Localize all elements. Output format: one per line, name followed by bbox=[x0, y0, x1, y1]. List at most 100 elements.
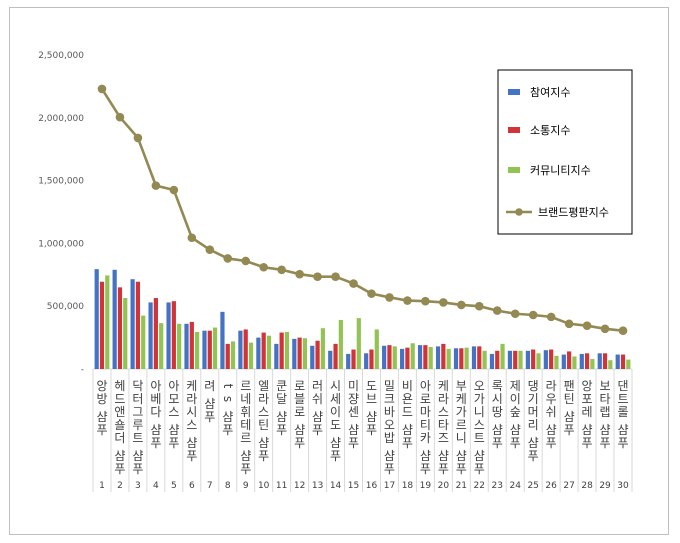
bar bbox=[256, 337, 261, 369]
bar bbox=[261, 332, 266, 369]
svg-text:푸: 푸 bbox=[186, 449, 197, 463]
svg-text:샴: 샴 bbox=[222, 410, 233, 424]
svg-text:브랜드평판지수: 브랜드평판지수 bbox=[538, 206, 609, 219]
bar bbox=[615, 354, 620, 369]
legend-item: 소통지수 bbox=[508, 124, 570, 137]
category-index: 18 bbox=[402, 481, 414, 491]
line-point bbox=[169, 185, 179, 195]
bar bbox=[333, 343, 338, 369]
svg-text:팬: 팬 bbox=[564, 379, 575, 393]
bar bbox=[135, 281, 141, 369]
svg-text:푸: 푸 bbox=[348, 436, 359, 450]
svg-text:비: 비 bbox=[402, 379, 413, 393]
bar bbox=[446, 348, 451, 369]
bar bbox=[572, 356, 577, 369]
bar bbox=[417, 345, 423, 369]
line-series bbox=[97, 84, 628, 335]
svg-text:카: 카 bbox=[420, 431, 431, 445]
svg-text:롤: 롤 bbox=[617, 405, 628, 419]
bar bbox=[297, 337, 302, 369]
category-index: 16 bbox=[366, 481, 378, 491]
svg-text:보: 보 bbox=[600, 379, 611, 393]
svg-text:t: t bbox=[221, 384, 235, 389]
line-point bbox=[295, 269, 304, 279]
line-point bbox=[492, 306, 502, 315]
svg-text:시: 시 bbox=[186, 405, 197, 419]
bar bbox=[356, 318, 361, 369]
category-index: 2 bbox=[117, 481, 123, 491]
svg-text:샴: 샴 bbox=[312, 410, 323, 424]
svg-text:샴: 샴 bbox=[348, 423, 359, 437]
category-index: 20 bbox=[438, 481, 450, 491]
bar bbox=[184, 323, 189, 369]
bar bbox=[243, 329, 248, 369]
svg-text:스: 스 bbox=[438, 405, 449, 419]
category-index: 15 bbox=[348, 481, 359, 491]
svg-text:달: 달 bbox=[276, 392, 287, 406]
legend-box bbox=[497, 69, 633, 235]
svg-text:아: 아 bbox=[420, 379, 431, 393]
bar bbox=[351, 349, 356, 369]
svg-text:푸: 푸 bbox=[582, 436, 593, 450]
svg-text:닥: 닥 bbox=[132, 379, 143, 393]
svg-text:푸: 푸 bbox=[617, 436, 628, 450]
line-point bbox=[205, 245, 215, 254]
legend-swatch bbox=[508, 167, 520, 173]
svg-text:소통지수: 소통지수 bbox=[530, 124, 570, 137]
svg-text:네: 네 bbox=[240, 392, 251, 406]
svg-text:푸: 푸 bbox=[402, 436, 413, 450]
svg-text:쟝: 쟝 bbox=[348, 392, 359, 406]
svg-text:푸: 푸 bbox=[528, 449, 539, 463]
svg-text:센: 센 bbox=[348, 405, 359, 419]
svg-text:트: 트 bbox=[617, 392, 628, 406]
svg-text:라: 라 bbox=[438, 392, 449, 406]
bar bbox=[500, 343, 505, 369]
category-index: 1 bbox=[99, 481, 105, 491]
line-point bbox=[439, 298, 448, 307]
bar bbox=[177, 323, 182, 369]
category-label: t s 샴푸 bbox=[221, 384, 235, 437]
svg-text:세: 세 bbox=[330, 392, 341, 406]
svg-text:푸: 푸 bbox=[438, 462, 449, 476]
svg-text:터: 터 bbox=[132, 392, 143, 406]
line-point bbox=[313, 272, 322, 281]
svg-text:르: 르 bbox=[240, 431, 251, 445]
bar bbox=[441, 343, 446, 369]
bar bbox=[292, 338, 297, 369]
svg-text:앙: 앙 bbox=[96, 379, 107, 393]
line-point bbox=[546, 312, 556, 322]
svg-text:스: 스 bbox=[186, 418, 197, 432]
svg-text:푸: 푸 bbox=[564, 423, 575, 437]
svg-text:s: s bbox=[221, 396, 235, 402]
bar bbox=[525, 350, 530, 369]
svg-text:드: 드 bbox=[114, 392, 125, 406]
line-point bbox=[403, 296, 412, 305]
category-index: 5 bbox=[171, 481, 177, 491]
bar bbox=[364, 353, 369, 369]
y-tick-label: 1,500,000 bbox=[38, 177, 84, 187]
svg-text:푸: 푸 bbox=[366, 423, 377, 437]
svg-text:샴: 샴 bbox=[204, 397, 215, 411]
svg-text:트: 트 bbox=[474, 431, 485, 445]
svg-text:샴: 샴 bbox=[150, 423, 161, 437]
svg-text:루: 루 bbox=[132, 418, 143, 432]
svg-text:푸: 푸 bbox=[420, 462, 431, 476]
svg-text:휘: 휘 bbox=[240, 405, 251, 419]
svg-text:샴: 샴 bbox=[402, 423, 413, 437]
axes: 2,500,000 2,000,000 1,500,000 1,000,000 500,… bbox=[38, 51, 633, 492]
bar bbox=[471, 346, 477, 369]
svg-text:땅: 땅 bbox=[492, 405, 503, 419]
bar bbox=[141, 315, 146, 369]
bar bbox=[536, 353, 541, 369]
svg-text:푸: 푸 bbox=[204, 410, 215, 424]
line-point bbox=[349, 279, 358, 288]
bar bbox=[148, 302, 153, 369]
svg-text:푸: 푸 bbox=[276, 423, 287, 437]
